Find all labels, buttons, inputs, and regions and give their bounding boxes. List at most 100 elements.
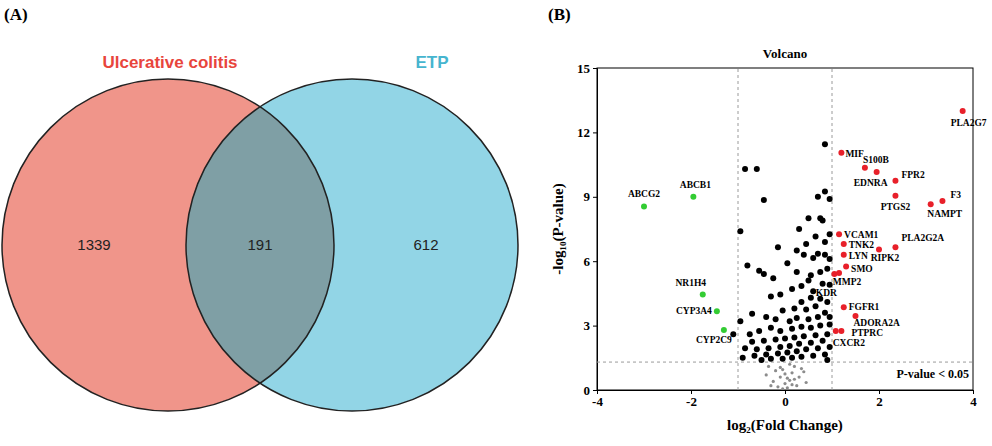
point [751,353,757,359]
tick-label: 0 [584,383,591,398]
x-axis: -4-2024 [592,390,977,409]
series [765,363,808,390]
point [960,108,966,114]
point [784,349,790,355]
point [641,203,647,209]
tick-mark [593,261,597,262]
point [815,194,821,200]
point [775,244,781,250]
point [822,239,828,245]
point [806,278,812,284]
point [763,314,769,320]
figure: (A)Ulcerative colitisETP1339191612(B)Vol… [0,0,992,446]
point [798,354,804,360]
point [795,384,798,387]
point-label: VCAM1 [844,230,879,240]
point [805,381,808,384]
point [796,226,802,232]
venn-outline [2,79,334,411]
point [827,256,833,262]
point [788,379,791,382]
point [747,331,753,337]
point-label: FGFR1 [849,302,880,312]
point [806,316,812,322]
point-label: PTGS2 [881,202,911,212]
point [772,380,775,383]
point [786,386,789,389]
tick-label: -2 [686,394,697,409]
chart-title: Volcano [763,46,807,61]
point [786,377,789,380]
point [843,264,849,270]
point [822,352,828,358]
point [690,194,696,200]
point [789,355,795,361]
tick-mark [593,68,597,69]
point [836,231,842,237]
axis-line [593,69,598,391]
point-label: ABCB1 [680,180,711,190]
point [749,339,755,345]
point [810,255,816,261]
point-label: LYN [849,251,868,261]
point [783,372,786,375]
tick: 15 [577,61,597,76]
point [874,169,880,175]
point [892,178,898,184]
point [761,338,767,344]
point [824,299,830,305]
set-label: ETP [415,53,448,72]
volcano-panel: (B)Volcano-4-202403691215log₂(Fold Chang… [548,5,987,434]
point [815,345,821,351]
point [754,346,760,352]
point [754,166,760,172]
point [803,241,809,247]
point-label: CYP2C9 [696,335,732,345]
point [822,188,828,194]
point [793,365,796,368]
point [759,357,765,363]
point [794,247,800,253]
point [827,322,833,328]
point [824,266,830,272]
point [766,345,772,351]
point-label: RIPK2 [871,253,900,263]
point [827,314,833,320]
point-label: PLA2G2A [901,233,944,243]
point [783,382,786,385]
point [775,351,781,357]
point [780,356,786,362]
point [813,332,819,338]
point [796,341,802,347]
point [788,363,791,366]
tick: -2 [686,390,697,409]
point [820,338,826,344]
panel-label: (A) [4,5,28,24]
point [806,215,812,221]
point [780,308,786,314]
point [892,244,898,250]
region-count: 191 [247,236,272,253]
point [763,352,769,358]
point-label: ABCG2 [628,189,660,199]
tick-mark [593,197,597,198]
plot-frame [597,68,973,390]
tick: 12 [577,125,597,140]
point [700,291,706,297]
point-label: CXCR2 [833,338,865,348]
point [820,217,826,223]
point [790,371,793,374]
point [803,307,809,313]
point [791,305,797,311]
tick: 2 [876,390,883,409]
point [808,295,814,301]
point [744,262,750,268]
point [773,337,779,343]
point [800,367,803,370]
region-count: 1339 [77,236,110,253]
point [793,378,796,381]
tick-label: -4 [592,394,603,409]
point [742,345,748,351]
point [768,325,774,331]
point [808,340,814,346]
